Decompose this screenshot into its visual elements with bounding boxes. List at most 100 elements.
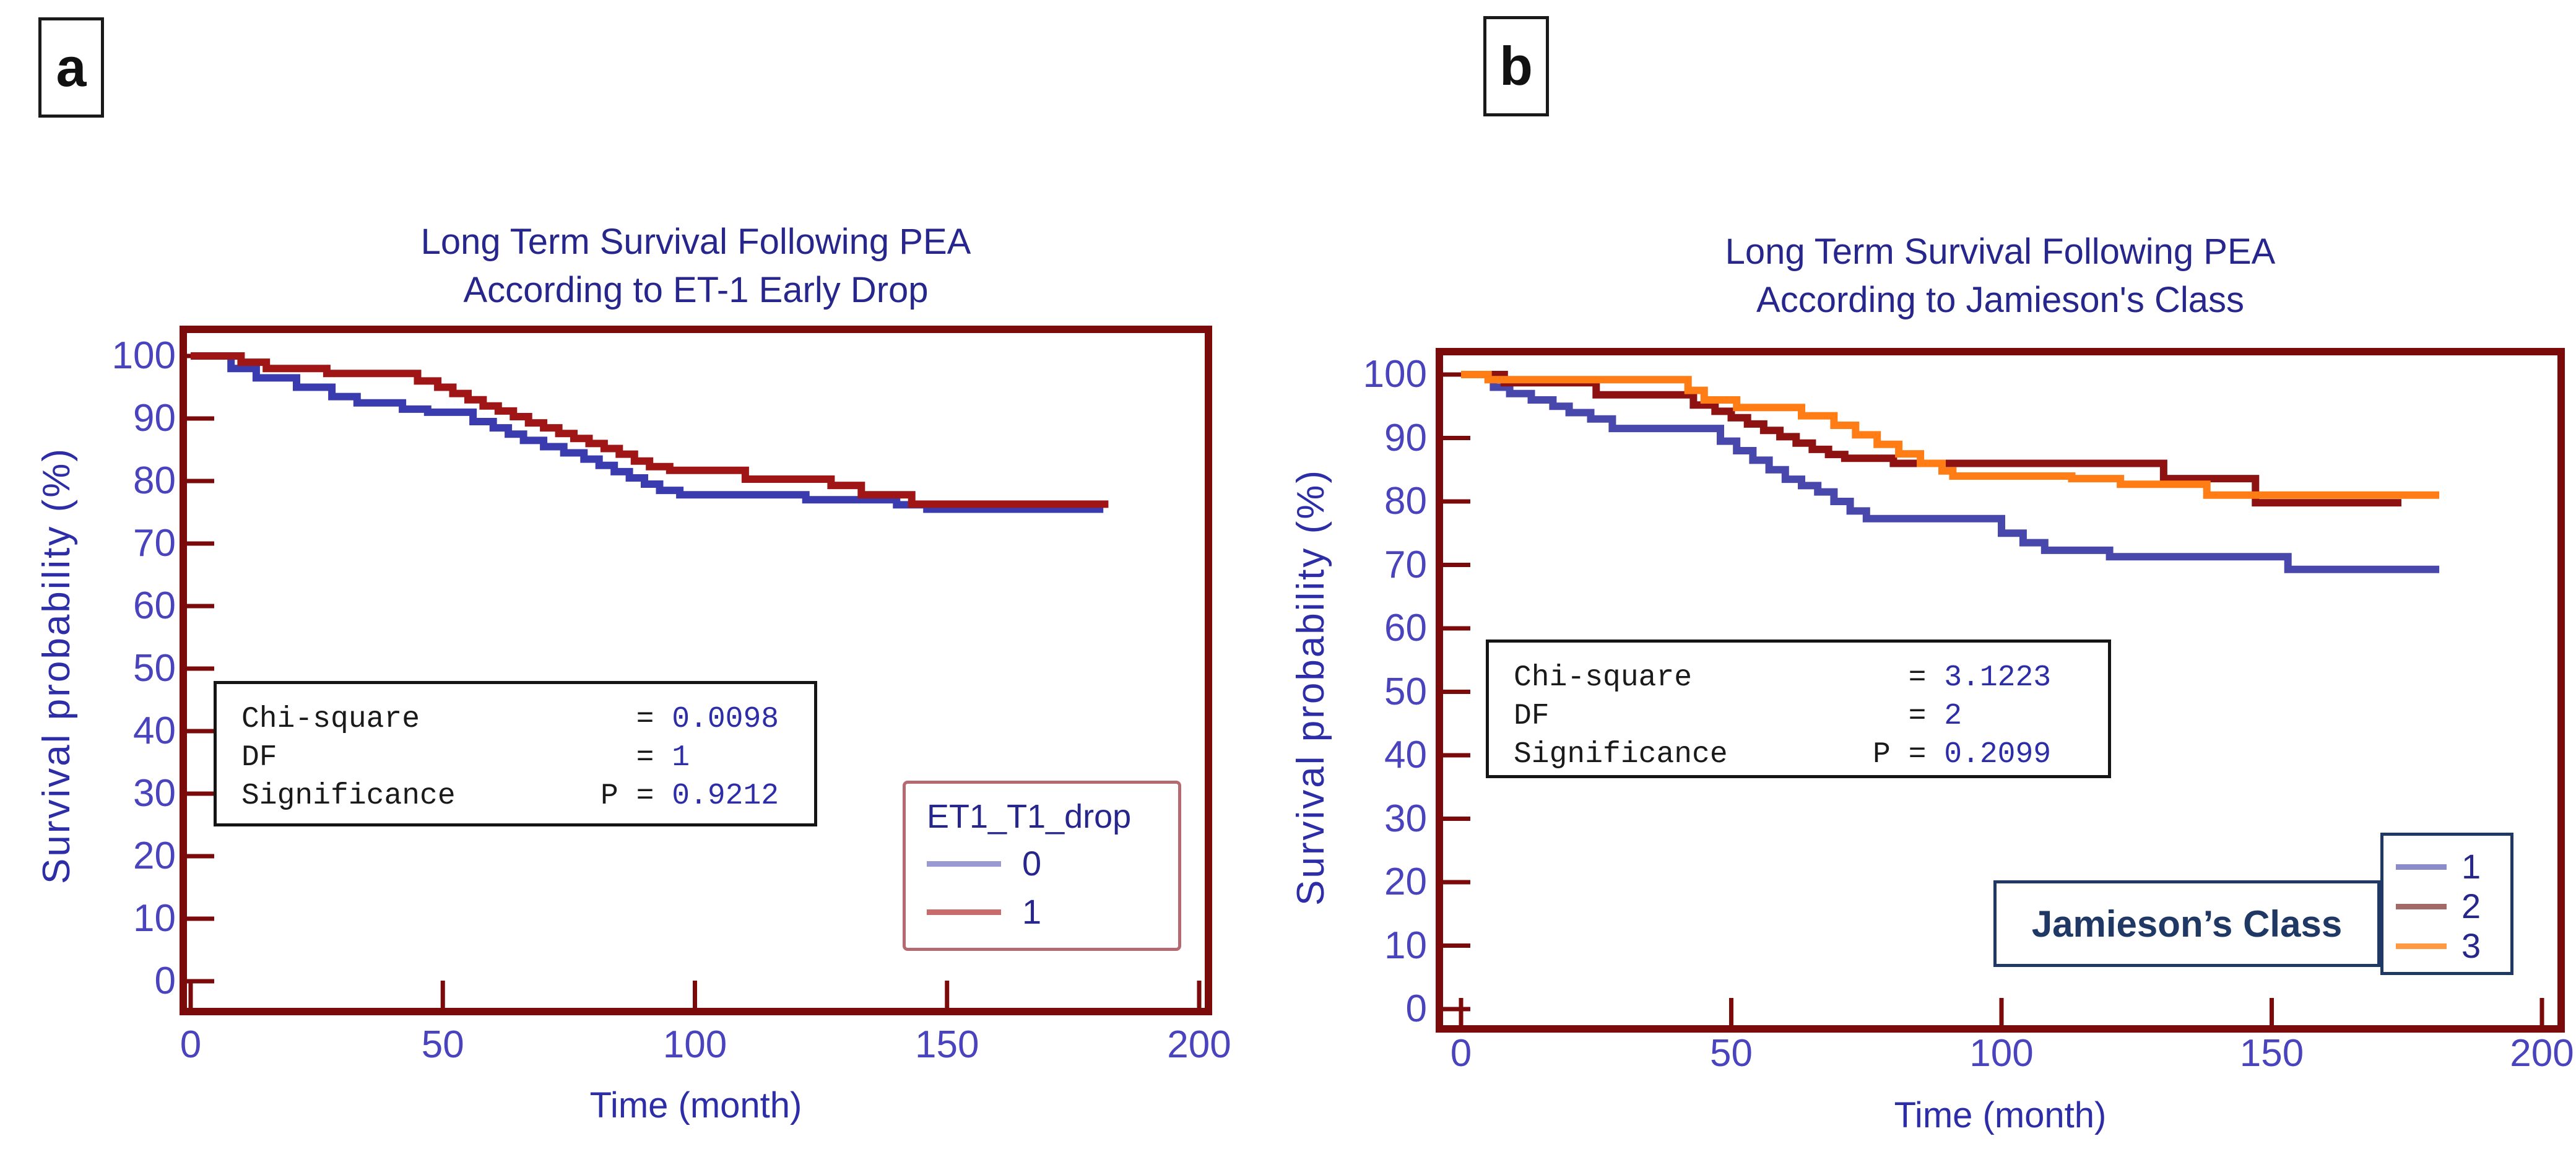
y-tick-label: 50 bbox=[133, 647, 176, 690]
stats-value: 1 bbox=[672, 741, 690, 774]
legend-entry-class3: 3 bbox=[2396, 926, 2510, 966]
y-tick-label: 0 bbox=[1405, 987, 1427, 1030]
y-tick-label: 90 bbox=[133, 397, 176, 440]
panel-a-ylabel: Survival probability (%) bbox=[35, 447, 78, 884]
panel-a-title-line1: Long Term Survival Following PEA bbox=[420, 222, 971, 262]
panel-a-label-box: a bbox=[38, 17, 104, 118]
y-tick-label: 80 bbox=[1384, 480, 1427, 522]
plot-frame-b bbox=[1436, 348, 2565, 1033]
panel-b-xlabel: Time (month) bbox=[1894, 1095, 2107, 1135]
stats-label: DF bbox=[1514, 700, 1550, 733]
y-tick-label: 10 bbox=[1384, 924, 1427, 967]
panel-a-letter: a bbox=[56, 37, 87, 98]
group1-line-swatch bbox=[927, 909, 1001, 915]
y-tick-label: 80 bbox=[133, 459, 176, 502]
y-tick-label: 100 bbox=[1363, 353, 1427, 396]
stats-eq: = bbox=[601, 703, 672, 736]
panel-a-title-line2: According to ET-1 Early Drop bbox=[463, 270, 929, 310]
class3-line-swatch bbox=[2396, 943, 2447, 949]
panel-a-legend: ET1_T1_drop 0 1 bbox=[903, 781, 1181, 951]
panel-b-title-line1: Long Term Survival Following PEA bbox=[1725, 232, 2276, 272]
stats-label: Chi-square bbox=[241, 703, 420, 736]
km-curve-panel-b-group-3 bbox=[1461, 371, 2440, 499]
x-tick-label: 200 bbox=[1167, 1023, 1231, 1066]
legend-entry-class1: 1 bbox=[2396, 847, 2510, 887]
legend-entry-label: 2 bbox=[2461, 887, 2481, 926]
class1-line-swatch bbox=[2396, 864, 2447, 870]
jamieson-class-label: Jamieson’s Class bbox=[2031, 903, 2343, 945]
stats-eq: P = bbox=[1873, 738, 1945, 771]
panel-b-title-line2: According to Jamieson's Class bbox=[1756, 280, 2244, 320]
y-tick-label: 60 bbox=[133, 584, 176, 627]
km-curve-panel-b-group-2 bbox=[1461, 371, 2401, 507]
x-tick-label: 150 bbox=[2239, 1032, 2304, 1075]
y-tick-label: 0 bbox=[154, 960, 176, 1002]
stats-row-chi-square: Chi-square = 0.0098 bbox=[241, 700, 789, 739]
legend-entry-group0: 0 bbox=[927, 839, 1178, 888]
stats-row-df: DF = 2 bbox=[1514, 697, 2083, 735]
y-tick-label: 50 bbox=[1384, 670, 1427, 713]
km-curve-panel-a-group-1 bbox=[191, 352, 1109, 508]
y-tick-label: 90 bbox=[1384, 416, 1427, 459]
x-tick-label: 200 bbox=[2510, 1032, 2574, 1075]
group0-line-swatch bbox=[927, 861, 1001, 867]
x-tick-label: 100 bbox=[1969, 1032, 2034, 1075]
x-tick-label: 0 bbox=[180, 1023, 202, 1066]
y-tick-label: 10 bbox=[133, 897, 176, 940]
x-tick-label: 100 bbox=[662, 1023, 727, 1066]
panel-a-stats-box: Chi-square = 0.0098 DF = 1 Significance P… bbox=[214, 681, 817, 826]
y-tick-label: 70 bbox=[1384, 543, 1427, 586]
stats-row-significance: Significance P = 0.9212 bbox=[241, 777, 789, 815]
legend-entry-label: 3 bbox=[2461, 926, 2481, 965]
stats-value: 0.9212 bbox=[672, 779, 779, 813]
panel-b-legend: 1 2 3 bbox=[2380, 833, 2513, 975]
legend-entry-label: 1 bbox=[2461, 847, 2481, 886]
panel-b-stats-box: Chi-square = 3.1223 DF = 2 Significance P… bbox=[1486, 640, 2111, 778]
x-tick-label: 50 bbox=[421, 1023, 464, 1066]
y-tick-label: 20 bbox=[1384, 861, 1427, 903]
panel-a-xlabel: Time (month) bbox=[589, 1085, 802, 1125]
stats-value: 3.1223 bbox=[1944, 661, 2052, 695]
legend-entry-label: 1 bbox=[1022, 892, 1042, 931]
y-tick-label: 30 bbox=[1384, 797, 1427, 840]
km-curve-panel-a-group-0 bbox=[191, 352, 1104, 513]
stats-value: 0.2099 bbox=[1944, 738, 2052, 771]
stats-value: 0.0098 bbox=[672, 703, 779, 736]
stats-eq: = bbox=[1873, 661, 1945, 695]
stats-eq: = bbox=[1873, 700, 1945, 733]
panel-b-letter: b bbox=[1499, 35, 1533, 97]
stats-eq: = bbox=[601, 741, 672, 774]
stats-row-significance: Significance P = 0.2099 bbox=[1514, 735, 2083, 774]
stats-label: Chi-square bbox=[1514, 661, 1693, 695]
panel-b-ylabel: Survival probability (%) bbox=[1290, 469, 1332, 906]
legend-entry-class2: 2 bbox=[2396, 887, 2510, 926]
stats-label: DF bbox=[241, 741, 277, 774]
panel-a-legend-title: ET1_T1_drop bbox=[927, 798, 1132, 835]
stats-row-chi-square: Chi-square = 3.1223 bbox=[1514, 659, 2083, 697]
y-tick-label: 70 bbox=[133, 522, 176, 565]
jamieson-class-label-box: Jamieson’s Class bbox=[1993, 880, 2380, 967]
x-tick-label: 0 bbox=[1450, 1032, 1472, 1075]
stats-row-df: DF = 1 bbox=[241, 739, 789, 777]
legend-entry-group1: 1 bbox=[927, 888, 1178, 936]
km-curve-panel-b-group-1 bbox=[1461, 371, 2440, 573]
y-tick-label: 100 bbox=[111, 334, 176, 377]
x-tick-label: 150 bbox=[915, 1023, 979, 1066]
y-tick-label: 60 bbox=[1384, 607, 1427, 649]
legend-entry-label: 0 bbox=[1022, 844, 1042, 883]
stats-value: 2 bbox=[1944, 700, 1962, 733]
y-tick-label: 30 bbox=[133, 772, 176, 815]
panel-b-label-box: b bbox=[1483, 16, 1549, 116]
y-tick-label: 40 bbox=[1384, 734, 1427, 776]
panel-b-title: Long Term Survival Following PEA Accordi… bbox=[1439, 228, 2561, 324]
stats-eq: P = bbox=[601, 779, 672, 813]
stats-label: Significance bbox=[1514, 738, 1728, 771]
plot-frame-a bbox=[180, 326, 1212, 1015]
panel-a-title: Long Term Survival Following PEA Accordi… bbox=[183, 218, 1208, 314]
class2-line-swatch bbox=[2396, 903, 2447, 909]
y-tick-label: 20 bbox=[133, 835, 176, 877]
x-tick-label: 50 bbox=[1710, 1032, 1753, 1075]
stats-label: Significance bbox=[241, 779, 456, 813]
